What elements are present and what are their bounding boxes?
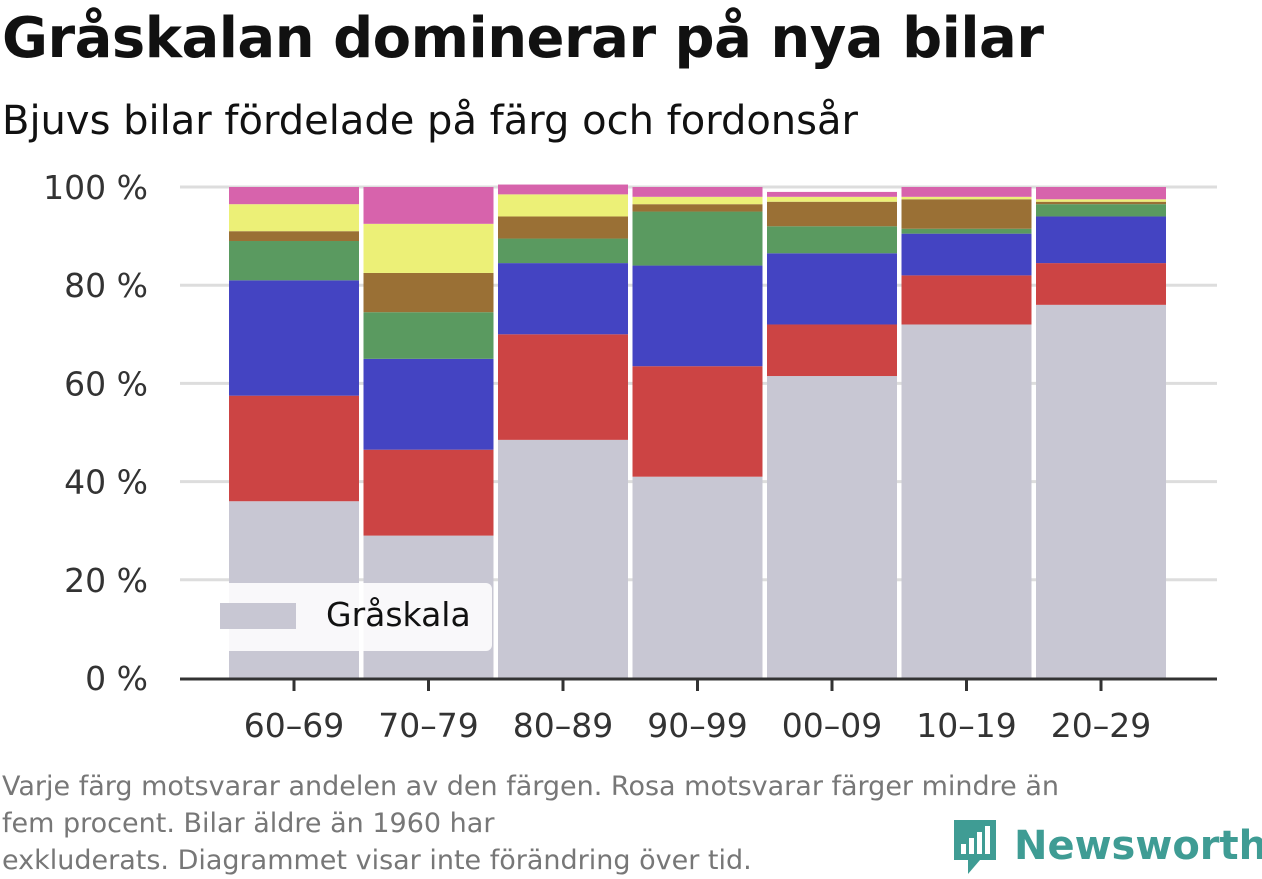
footnote-line-2: fem procent. Bilar äldre än 1960 har bbox=[2, 808, 495, 839]
x-tick-label: 10–19 bbox=[916, 706, 1016, 745]
bar-segment bbox=[901, 228, 1032, 234]
bar-segment bbox=[632, 366, 763, 477]
bar-segment bbox=[229, 204, 359, 232]
y-tick-label: 60 % bbox=[64, 364, 148, 403]
legend-swatch-graskala bbox=[220, 603, 296, 629]
x-tick-label: 70–79 bbox=[378, 706, 478, 745]
bar-segment bbox=[229, 395, 359, 502]
y-tick-label: 80 % bbox=[64, 266, 148, 305]
stacked-bar-chart: 0 % 20 % 40 % 60 % 80 % 100 % 60–69 70–79 80–89… bbox=[43, 168, 1217, 745]
y-tick-label: 0 % bbox=[85, 659, 148, 698]
bar-segment bbox=[767, 324, 897, 377]
chart-subtitle: Bjuvs bilar fördelade på färg och fordon… bbox=[2, 98, 858, 144]
bar-segment bbox=[901, 196, 1032, 200]
bar-segment bbox=[229, 241, 359, 281]
newsworthy-logo-text: Newsworthy bbox=[1014, 823, 1262, 869]
bar-segment bbox=[767, 191, 897, 197]
bar-segment bbox=[363, 358, 494, 450]
bar-segment bbox=[363, 272, 494, 313]
bar-segment bbox=[632, 204, 763, 212]
bar-segment bbox=[498, 238, 628, 264]
footnote-line-3: exkluderats. Diagrammet visar inte förän… bbox=[2, 845, 752, 876]
x-tick-label: 80–89 bbox=[513, 706, 613, 745]
x-axis: 60–69 70–79 80–89 90–99 00–09 10–19 20–29 bbox=[180, 677, 1217, 745]
bar-segment bbox=[229, 280, 359, 396]
bar-segment bbox=[1036, 204, 1166, 217]
bar-segment bbox=[498, 439, 628, 678]
newsworthy-logo: Newsworthy bbox=[950, 816, 1262, 876]
bar-segment bbox=[1036, 201, 1166, 205]
chart-title: Gråskalan dominerar på nya bilar bbox=[2, 6, 1044, 71]
bar-segment bbox=[498, 263, 628, 335]
y-tick-label: 40 % bbox=[64, 463, 148, 502]
bar-segment bbox=[1036, 187, 1166, 200]
bar-segment bbox=[901, 324, 1032, 678]
bar-segment bbox=[767, 201, 897, 227]
x-tick-label: 60–69 bbox=[244, 706, 344, 745]
bar-segment bbox=[767, 253, 897, 325]
newsworthy-logo-icon bbox=[954, 820, 996, 874]
y-axis-ticks: 0 % 20 % 40 % 60 % 80 % 100 % bbox=[43, 168, 148, 698]
y-tick-label: 20 % bbox=[64, 561, 148, 600]
footnote-line-1: Varje färg motsvarar andelen av den färg… bbox=[2, 771, 1060, 802]
bar-segment bbox=[498, 216, 628, 239]
x-tick-label: 90–99 bbox=[647, 706, 747, 745]
bar-segment bbox=[498, 184, 628, 195]
legend-label-graskala: Gråskala bbox=[326, 595, 471, 634]
bar-segment bbox=[1036, 263, 1166, 305]
bar-segment bbox=[632, 476, 763, 678]
bar-segment bbox=[767, 376, 897, 678]
footnote: Varje färg motsvarar andelen av den färg… bbox=[2, 768, 1232, 879]
x-tick-label: 20–29 bbox=[1051, 706, 1151, 745]
bar-segment bbox=[901, 275, 1032, 325]
bar-segment bbox=[363, 187, 494, 224]
bar-segment bbox=[229, 187, 359, 205]
bar-segment bbox=[363, 223, 494, 273]
bar-segment bbox=[767, 196, 897, 202]
bar-segment bbox=[632, 196, 763, 205]
bar-segment bbox=[1036, 304, 1166, 678]
bar-segment bbox=[632, 265, 763, 367]
bar-segment bbox=[363, 312, 494, 359]
bar-segment bbox=[632, 187, 763, 197]
bar-segment bbox=[632, 211, 763, 266]
bar-segment bbox=[901, 233, 1032, 276]
bar-segment bbox=[767, 226, 897, 254]
legend: Gråskala bbox=[202, 583, 492, 651]
x-tick-label: 00–09 bbox=[782, 706, 882, 745]
bar-segment bbox=[1036, 199, 1166, 202]
bar-segment bbox=[1036, 216, 1166, 264]
y-tick-label: 100 % bbox=[43, 168, 148, 207]
bar-segment bbox=[229, 231, 359, 242]
bar-segment bbox=[901, 199, 1032, 229]
bar-segment bbox=[498, 194, 628, 217]
bar-segment bbox=[498, 334, 628, 440]
bar-segment bbox=[901, 187, 1032, 197]
bar-segment bbox=[363, 449, 494, 536]
